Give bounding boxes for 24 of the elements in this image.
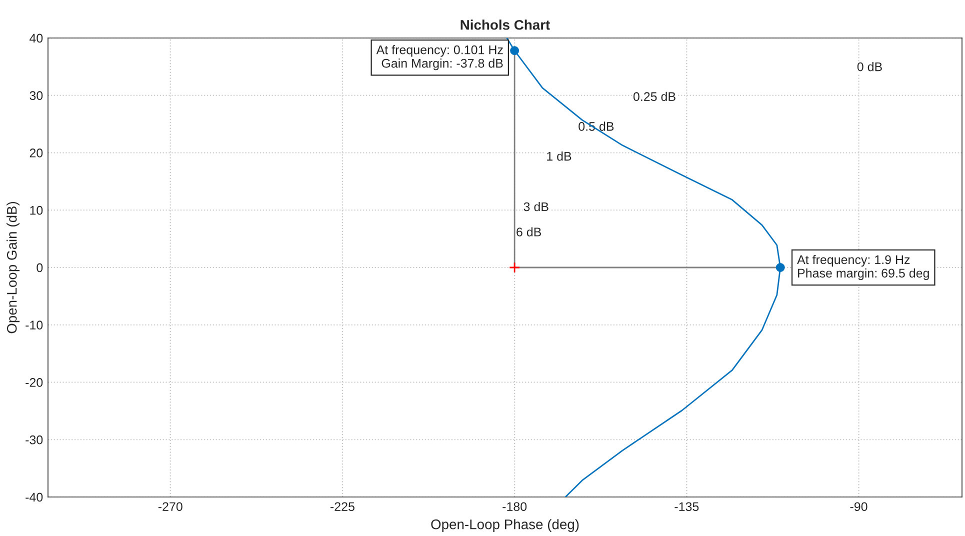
y-axis-title: Open-Loop Gain (dB)	[6, 202, 20, 334]
annotation: At frequency: 0.101 Hz Gain Margin: -37.8 dB	[376, 45, 503, 70]
x-tick-label: -180	[502, 502, 527, 512]
x-tick-label: -270	[158, 502, 182, 512]
x-tick-label: -135	[674, 502, 699, 512]
y-tick-label: 10	[30, 206, 43, 215]
y-tick-label: 20	[30, 148, 43, 158]
annotation: 6 dB	[516, 227, 542, 236]
annotation: 3 dB	[524, 202, 548, 212]
annotation: At frequency: 1.9 Hz Phase margin: 69.5 deg	[797, 254, 929, 280]
y-tick-label: -40	[26, 492, 43, 502]
y-tick-label: -30	[26, 435, 43, 444]
annotation: 0 dB	[857, 62, 882, 72]
annotation: 0.25 dB	[633, 92, 676, 102]
x-tick-label: -90	[850, 502, 868, 512]
y-tick-label: 40	[30, 34, 43, 43]
y-tick-label: 30	[30, 91, 43, 100]
y-tick-label: -20	[26, 378, 43, 387]
x-axis-title: Open-Loop Phase (deg)	[431, 519, 579, 532]
y-tick-label: -10	[26, 320, 43, 330]
y-tick-label: 0	[36, 263, 43, 272]
chart-title: Nichols Chart	[460, 20, 550, 30]
annotation: 1 dB	[547, 152, 572, 161]
x-tick-label: -225	[330, 502, 354, 512]
